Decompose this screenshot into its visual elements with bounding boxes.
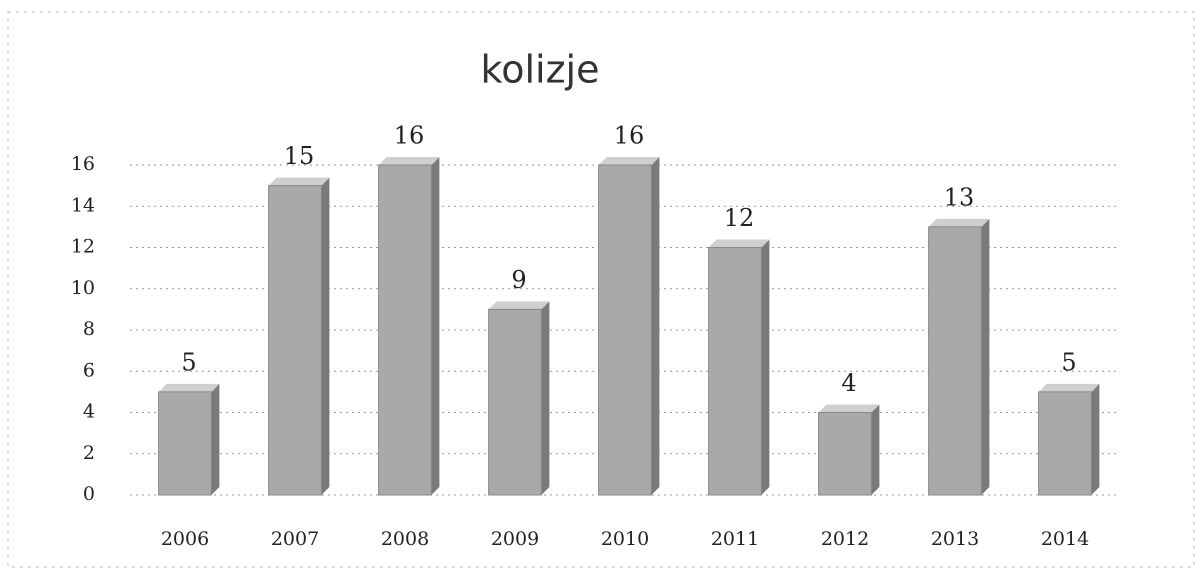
bar-side bbox=[211, 383, 220, 495]
data-label: 15 bbox=[284, 142, 315, 170]
bar bbox=[1038, 391, 1092, 496]
bar bbox=[598, 164, 652, 496]
data-label: 5 bbox=[1061, 348, 1076, 376]
x-tick-label: 2007 bbox=[271, 528, 319, 550]
bar bbox=[818, 412, 872, 496]
x-tick-label: 2011 bbox=[711, 528, 759, 550]
bar-side bbox=[871, 404, 880, 495]
y-tick-label: 2 bbox=[83, 442, 95, 464]
data-label: 16 bbox=[394, 122, 425, 150]
x-tick-label: 2014 bbox=[1041, 528, 1089, 550]
bar-side bbox=[761, 239, 770, 495]
y-tick-label: 10 bbox=[71, 277, 95, 299]
x-tick-label: 2008 bbox=[381, 528, 429, 550]
y-tick-label: 8 bbox=[83, 318, 95, 340]
x-tick-label: 2009 bbox=[491, 528, 539, 550]
bar-side bbox=[321, 177, 330, 495]
data-label: 13 bbox=[944, 183, 975, 211]
bar bbox=[488, 308, 542, 496]
bar-side bbox=[431, 157, 440, 495]
bar bbox=[708, 247, 762, 496]
bar-side bbox=[541, 301, 550, 495]
y-tick-label: 4 bbox=[83, 401, 95, 423]
bar bbox=[268, 185, 322, 496]
data-label: 4 bbox=[841, 369, 856, 397]
bar-top bbox=[1038, 383, 1100, 392]
x-tick-label: 2006 bbox=[161, 528, 209, 550]
y-tick-label: 0 bbox=[83, 483, 95, 505]
bar-side bbox=[1091, 383, 1100, 495]
bar-top bbox=[378, 157, 440, 165]
data-label: 9 bbox=[511, 266, 526, 294]
data-label: 5 bbox=[181, 348, 196, 376]
chart-title: kolizje bbox=[481, 48, 600, 92]
x-tick-label: 2013 bbox=[931, 528, 979, 550]
y-tick-label: 6 bbox=[83, 359, 95, 381]
data-label: 12 bbox=[724, 204, 755, 232]
chart-border bbox=[7, 11, 1195, 568]
data-label: 16 bbox=[614, 122, 645, 150]
bar bbox=[928, 226, 982, 496]
y-tick-label: 12 bbox=[71, 236, 95, 258]
bar-top bbox=[488, 301, 550, 310]
y-tick-label: 14 bbox=[71, 194, 95, 216]
bar-side bbox=[981, 218, 990, 495]
bar-side bbox=[651, 157, 660, 495]
bar-top bbox=[158, 383, 220, 392]
x-tick-label: 2012 bbox=[821, 528, 869, 550]
bar bbox=[378, 164, 432, 496]
x-tick-label: 2010 bbox=[601, 528, 649, 550]
bar-top bbox=[268, 177, 330, 186]
bar-top bbox=[928, 218, 990, 227]
bar bbox=[158, 391, 212, 496]
bar-top bbox=[598, 157, 660, 165]
bar-top bbox=[818, 404, 880, 413]
bar-top bbox=[708, 239, 770, 248]
y-tick-label: 16 bbox=[71, 153, 95, 175]
